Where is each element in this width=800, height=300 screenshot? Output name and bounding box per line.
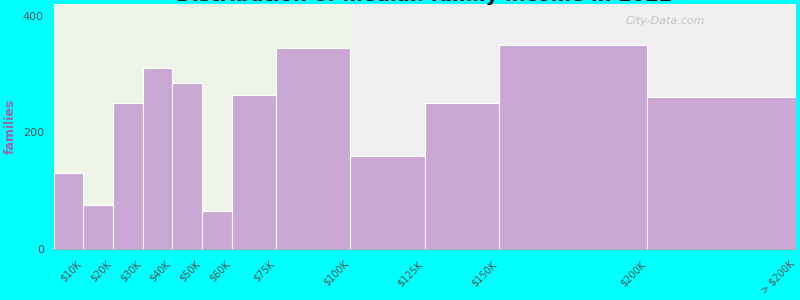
Y-axis label: families: families [4, 99, 17, 154]
Bar [232, 94, 276, 249]
Bar [350, 156, 425, 249]
Bar [499, 45, 647, 249]
Bar [54, 173, 83, 249]
Bar [350, 4, 796, 249]
Bar [172, 83, 202, 249]
Bar [647, 98, 796, 249]
Bar [425, 103, 499, 249]
Bar [142, 68, 172, 249]
Text: All residents in Walker Mill, MD: All residents in Walker Mill, MD [302, 0, 547, 2]
Bar [113, 103, 142, 249]
Title: Distribution of median family income in 2022: Distribution of median family income in … [177, 0, 673, 5]
Bar [202, 211, 232, 249]
Bar [83, 206, 113, 249]
Bar [276, 48, 350, 249]
Text: City-Data.com: City-Data.com [625, 16, 705, 26]
